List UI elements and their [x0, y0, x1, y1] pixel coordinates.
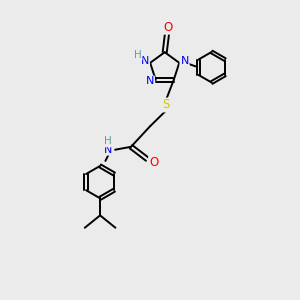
Text: N: N — [146, 76, 154, 86]
Text: N: N — [104, 145, 112, 155]
Text: N: N — [141, 56, 149, 66]
Text: O: O — [149, 156, 158, 169]
Text: N: N — [180, 56, 189, 66]
Text: O: O — [163, 21, 172, 34]
Text: S: S — [162, 98, 169, 112]
Text: H: H — [134, 50, 142, 60]
Text: H: H — [104, 136, 112, 146]
